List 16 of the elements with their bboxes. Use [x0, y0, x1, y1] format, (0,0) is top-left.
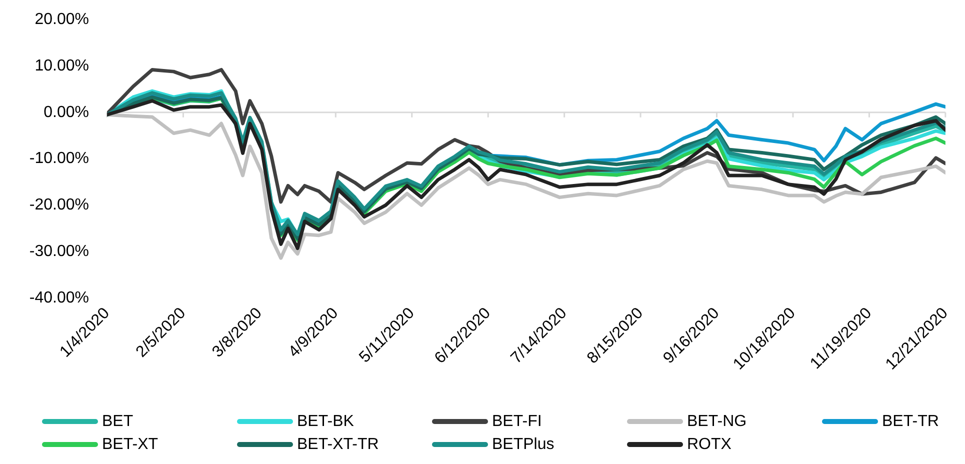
y-tick-label: 10.00%	[34, 57, 89, 74]
legend-label: BET	[102, 412, 134, 431]
y-tick-label: -30.00%	[29, 243, 89, 260]
legend-label: BET-BK	[297, 412, 354, 431]
y-tick-label: 0.00%	[44, 104, 89, 121]
legend-label: BET-XT	[102, 435, 158, 454]
y-tick-label: -40.00%	[29, 289, 89, 306]
y-tick-label: -10.00%	[29, 150, 89, 168]
legend-label: BET-TR	[882, 412, 939, 431]
y-tick-label: -20.00%	[29, 196, 89, 214]
legend-label: BETPlus	[492, 435, 554, 454]
legend-label: BET-XT-TR	[297, 435, 379, 454]
y-tick-label: 20.00%	[34, 11, 89, 28]
legend-label: BET-FI	[492, 412, 542, 431]
legend-label: BET-NG	[687, 412, 747, 431]
legend-label: ROTX	[687, 435, 732, 454]
